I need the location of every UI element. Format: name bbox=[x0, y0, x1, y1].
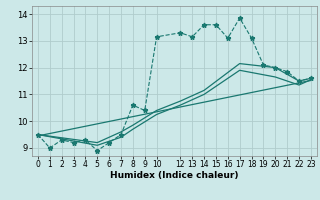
X-axis label: Humidex (Indice chaleur): Humidex (Indice chaleur) bbox=[110, 171, 239, 180]
